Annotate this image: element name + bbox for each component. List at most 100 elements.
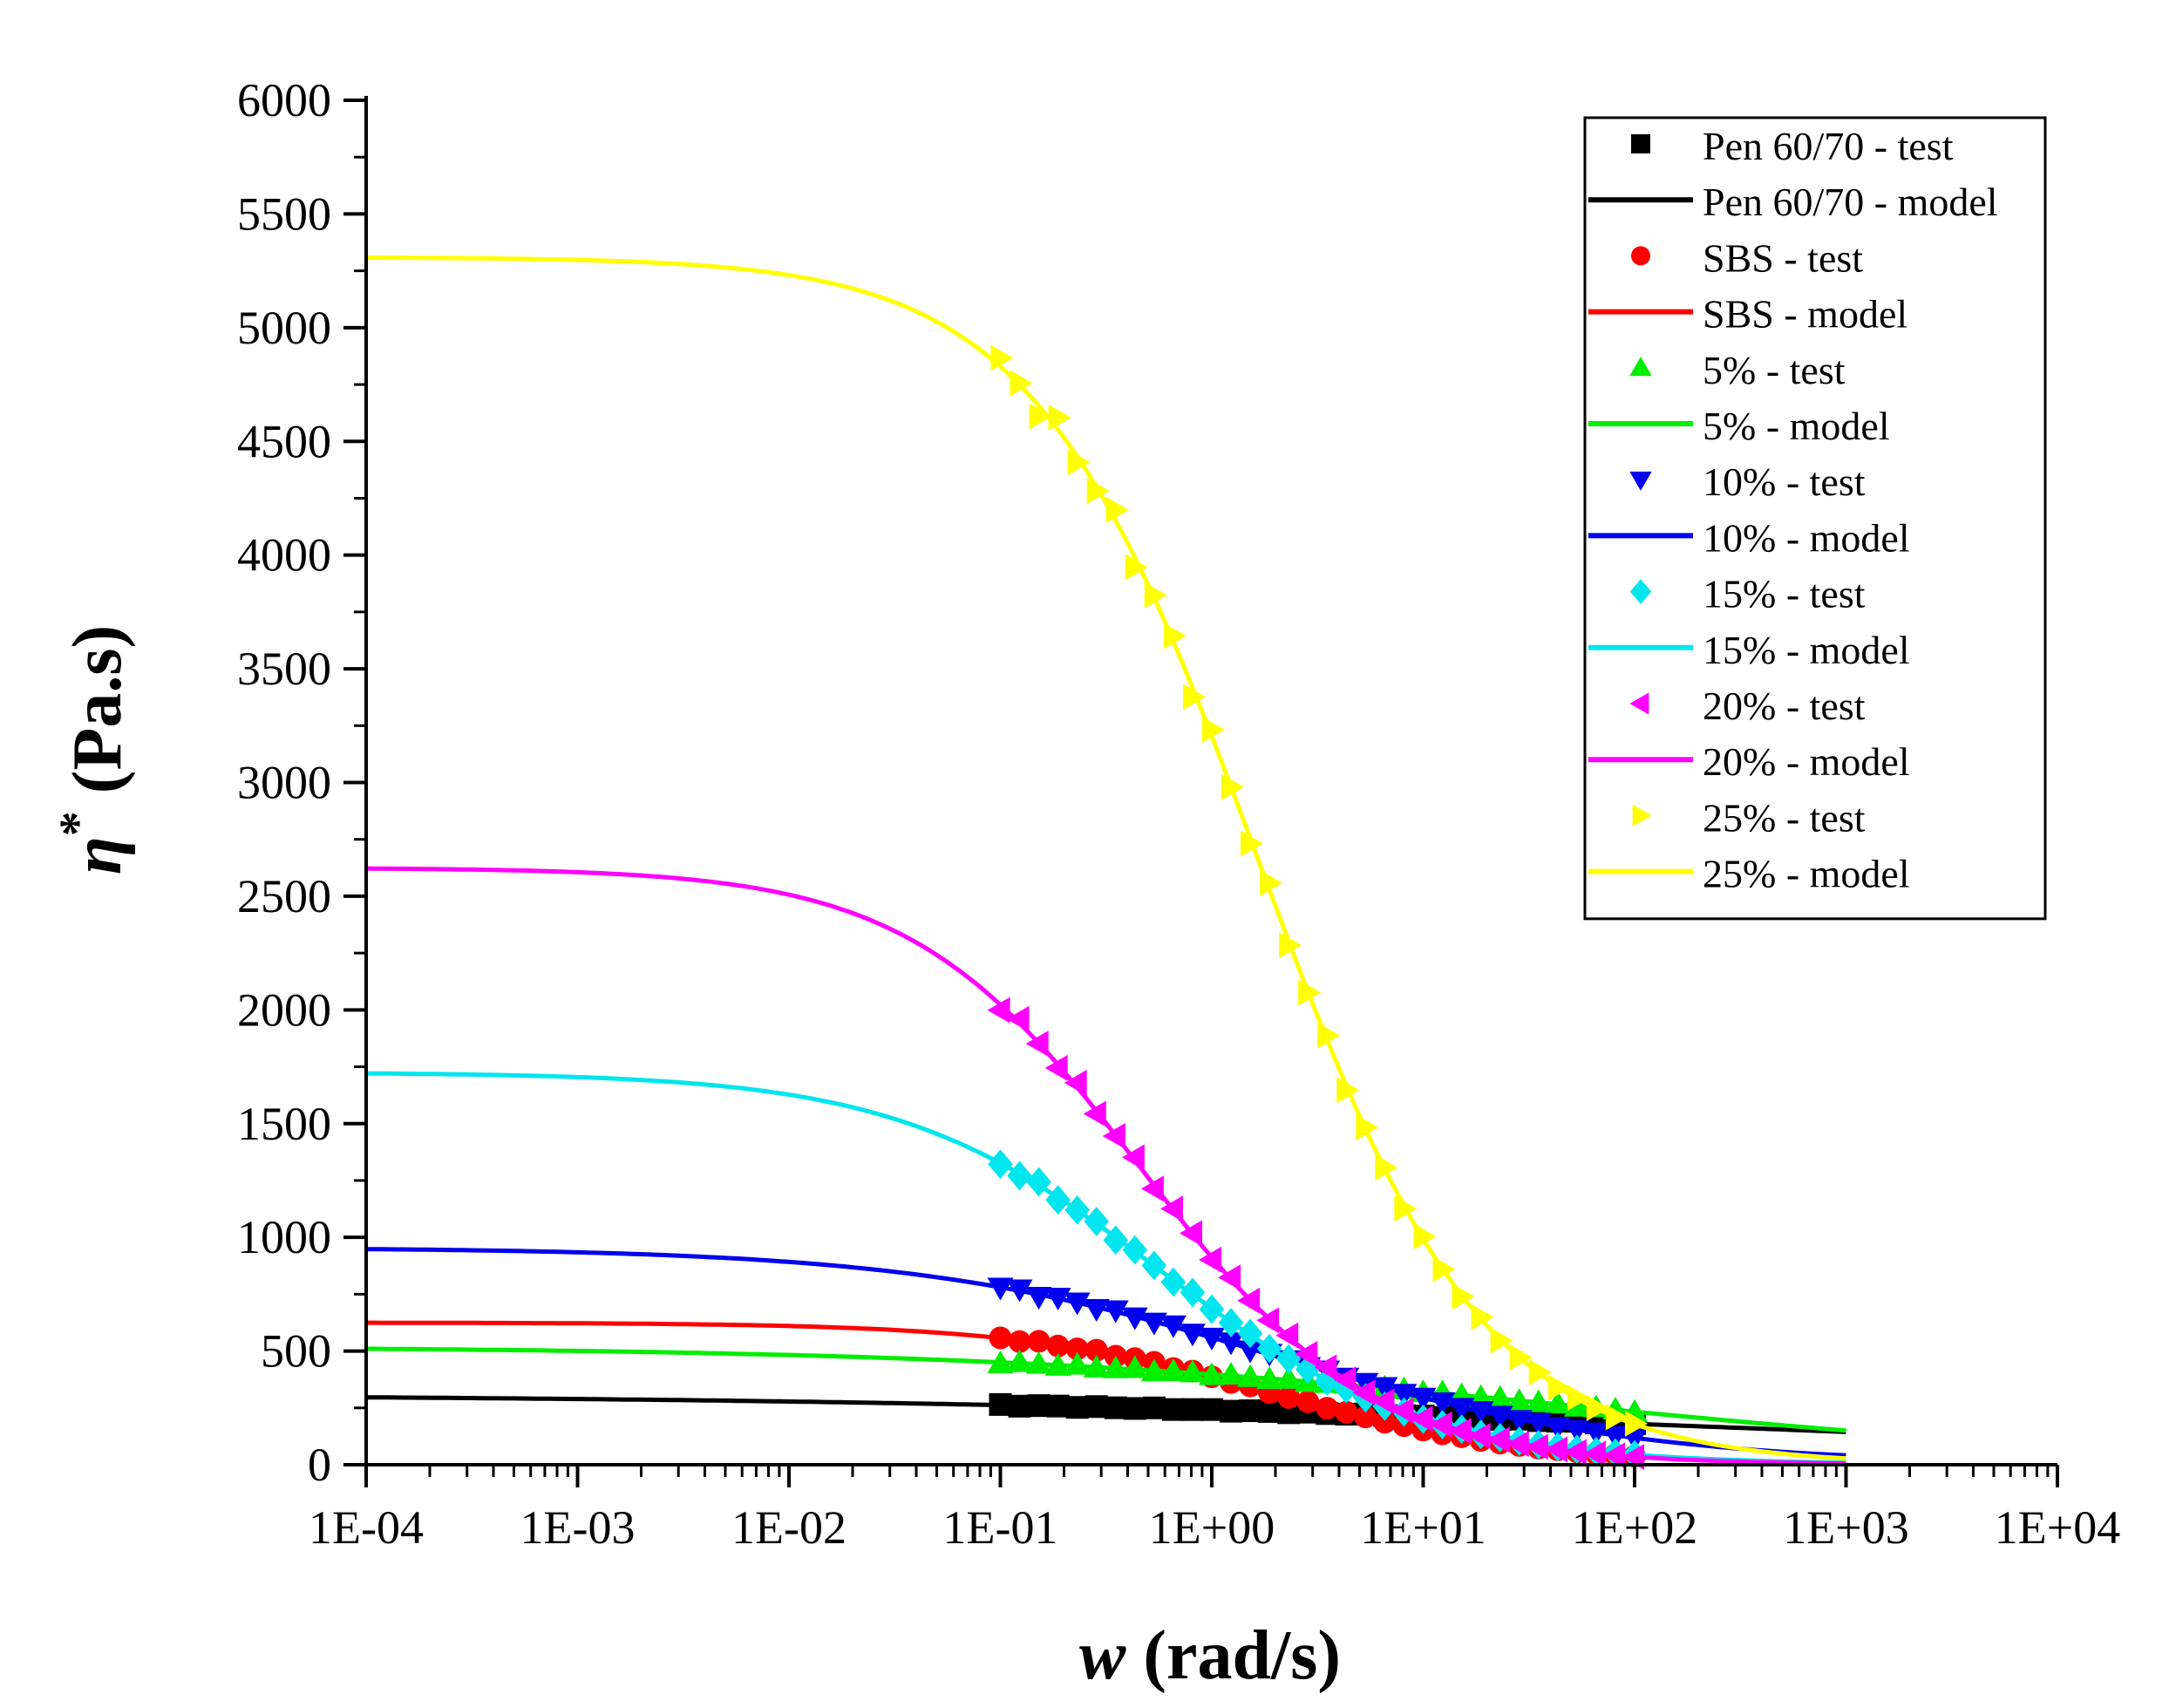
test-marker [1104,1396,1127,1419]
test-marker [1123,1397,1146,1420]
series-20- [365,866,1846,1471]
test-marker [1237,1287,1261,1314]
test-marker [1046,1334,1070,1358]
legend: Pen 60/70 - test Pen 60/70 - model SBS - t… [1583,116,2047,921]
test-marker [987,997,1010,1024]
test-marker [1295,1341,1318,1367]
x-tick-label: 1E-04 [309,1501,424,1554]
test-marker [1220,1399,1243,1423]
test-marker [1298,979,1322,1006]
y-axis-label-unit: (Pa.s) [59,625,136,811]
test-marker [1316,1397,1339,1420]
test-marker [1006,1349,1033,1372]
test-marker [1260,869,1283,896]
test-marker [1027,1394,1051,1418]
x-tick-label: 1E-03 [520,1501,636,1554]
legend-test-label: SBS - test [1703,235,1863,280]
test-marker [1563,1439,1587,1466]
test-marker [1159,1195,1183,1222]
test-marker [1163,623,1186,650]
test-marker [1044,1287,1071,1310]
test-marker [1582,1422,1609,1446]
test-marker [1161,1398,1185,1421]
test-marker [1084,1338,1108,1362]
test-marker [1140,1175,1164,1202]
legend-test-label: Pen 60/70 - test [1703,124,1954,168]
y-tick-label: 3500 [237,643,331,695]
y-tick-label: 2000 [237,983,331,1036]
test-marker [1413,1223,1437,1250]
y-tick-label: 4500 [237,415,331,467]
x-tick-label: 1E+02 [1572,1501,1697,1554]
test-marker [1007,1160,1032,1191]
test-marker [1563,1419,1590,1443]
test-marker [1432,1255,1456,1283]
test-marker [1239,1399,1262,1423]
test-marker [1048,405,1071,431]
model-curve [366,1320,1846,1466]
legend-test-label: 15% - test [1703,572,1866,616]
test-marker [1410,1405,1433,1432]
test-marker [1180,1398,1204,1421]
x-tick-label: 1E+03 [1783,1501,1908,1554]
test-marker [1410,1387,1437,1411]
test-marker [1180,1324,1206,1347]
test-marker [1008,1330,1031,1353]
test-marker [1086,478,1110,505]
test-marker [1083,1100,1106,1127]
test-marker [1275,1365,1302,1389]
test-marker [1296,1390,1320,1413]
legend-model-label: SBS - model [1703,292,1907,337]
legend-marker [1632,804,1652,827]
test-marker [987,1351,1014,1374]
test-marker [989,1392,1012,1416]
x-tick-label: 1E-02 [731,1501,847,1554]
test-marker [1180,1220,1203,1247]
legend-marker [1629,579,1652,604]
test-marker [1241,830,1264,857]
y-tick-label: 4000 [237,529,331,582]
test-marker [1027,1330,1051,1353]
test-marker [1182,684,1206,711]
test-marker [1467,1401,1494,1425]
test-marker [1218,1362,1244,1385]
test-marker [1256,1333,1282,1364]
test-marker [1335,1400,1358,1424]
y-axis-label-superscript: * [49,811,105,836]
test-marker [1237,1364,1264,1387]
y-axis-label: η* (Pa.s) [49,625,136,874]
test-marker [1199,1327,1225,1351]
y-tick-label: 3000 [237,757,331,809]
test-marker [1375,1154,1398,1181]
series-layer [365,255,1846,1471]
test-marker [1201,716,1225,743]
test-marker [1044,1054,1068,1081]
test-marker [1064,1194,1090,1225]
test-marker [1008,1394,1031,1418]
test-marker [1448,1418,1472,1445]
test-marker [1199,1246,1222,1273]
test-marker [1237,1318,1263,1349]
test-marker [1102,1355,1129,1378]
test-marker [1506,1388,1533,1412]
test-marker [1525,1389,1552,1412]
legend-box [1583,116,2047,921]
y-tick-label: 1500 [237,1098,331,1150]
test-marker [1256,1366,1283,1390]
test-marker [1159,1315,1186,1338]
test-marker [1258,1399,1282,1423]
test-marker [1102,1123,1125,1150]
test-marker [1144,582,1167,609]
test-marker [1528,1358,1552,1385]
test-marker [1102,1300,1129,1324]
legend-test-label: 5% - test [1703,348,1846,392]
y-tick-label: 1000 [237,1211,331,1263]
test-marker [1371,1388,1395,1415]
test-marker [1602,1442,1626,1469]
series-25- [366,255,1846,1461]
test-marker [1045,1185,1071,1215]
test-marker [1467,1422,1491,1449]
legend-test-label: 10% - test [1703,459,1866,504]
legend-model-label: 15% - model [1703,628,1910,672]
test-marker [1065,1396,1089,1419]
